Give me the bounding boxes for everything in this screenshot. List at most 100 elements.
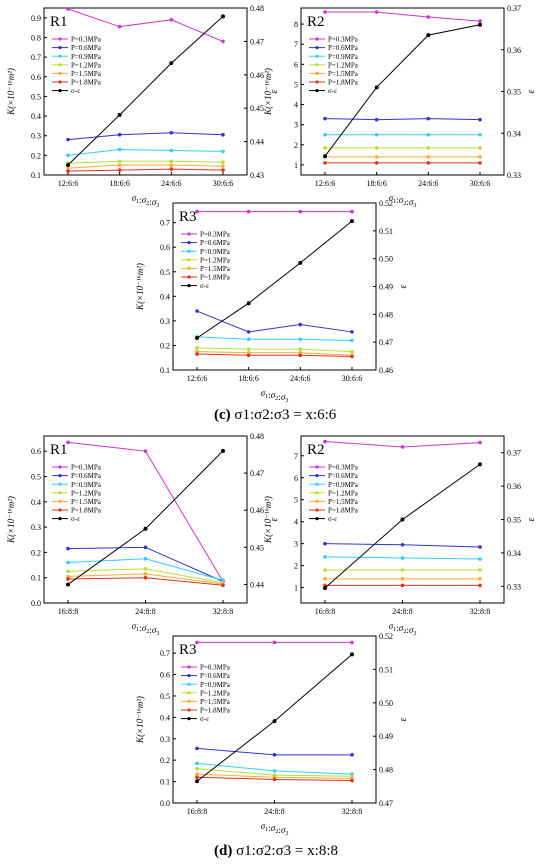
legend-marker — [187, 665, 191, 669]
series-point — [478, 19, 482, 23]
y-tick-label: 0.3 — [160, 317, 170, 326]
y2-tick-label: 0.49 — [379, 283, 393, 292]
y-tick-label: 0.9 — [31, 14, 41, 23]
legend-label: P=1.2MPa — [200, 256, 231, 264]
legend-label: P=0.9MPa — [328, 53, 359, 61]
legend-marker — [315, 508, 319, 512]
eps-point — [221, 14, 225, 19]
legend-marker — [58, 71, 62, 75]
legend-label: P=0.3MPa — [328, 464, 359, 472]
x-axis-label: σ1:σ2:σ3 — [261, 388, 289, 404]
y-tick-label: 0.3 — [31, 132, 41, 141]
y2-tick-label: 0.46 — [250, 71, 264, 80]
y2-tick-label: 0.36 — [507, 482, 521, 491]
series-point — [221, 164, 225, 168]
y-tick-label: 6 — [294, 474, 298, 483]
y-tick-label: 0.2 — [31, 548, 41, 557]
series-line — [67, 132, 224, 141]
series-point — [169, 17, 174, 22]
series-point — [66, 560, 70, 565]
legend-marker — [58, 482, 62, 486]
legend-marker — [58, 37, 62, 41]
y2-axis-label: ε — [398, 717, 409, 721]
y-tick-label: 0.0 — [31, 599, 41, 608]
y-tick-label: 0.2 — [160, 756, 170, 765]
legend-marker — [187, 708, 191, 712]
series-point — [298, 347, 303, 351]
legend-marker — [315, 465, 319, 469]
y-tick-label: 0.6 — [160, 243, 170, 252]
legend-label: P=1.2MPa — [71, 489, 102, 497]
legend-label: P=1.8MPa — [328, 507, 359, 515]
legend-marker — [187, 691, 191, 695]
y2-tick-label: 0.34 — [507, 549, 521, 558]
series-point — [66, 569, 70, 574]
legend-label: P=1.8MPa — [71, 79, 102, 87]
series-point — [478, 132, 482, 137]
series-point — [272, 640, 277, 645]
y2-tick-label: 0.46 — [250, 506, 264, 515]
y-tick-label: 0.5 — [160, 268, 170, 277]
y2-axis-label: ε — [526, 89, 537, 93]
y2-tick-label: 0.33 — [507, 582, 521, 591]
x-axis-label: σ1:σ2:σ3 — [132, 193, 160, 209]
series-point — [246, 353, 251, 358]
legend-label: P=0.6MPa — [71, 44, 102, 52]
series-point — [117, 147, 122, 152]
x-axis-label: σ1:σ2:σ3 — [132, 621, 160, 637]
y2-tick-label: 0.51 — [379, 665, 393, 674]
series-point — [426, 146, 431, 150]
x-axis-label: σ1:σ2:σ3 — [389, 193, 417, 209]
legend-label: P=1.5MPa — [328, 70, 359, 78]
series-point — [350, 338, 354, 343]
series-point — [478, 161, 482, 165]
series-point — [66, 153, 70, 158]
y-tick-label: 0.2 — [31, 151, 41, 160]
legend-marker — [187, 275, 191, 279]
eps-point — [478, 22, 482, 27]
series-point — [400, 568, 405, 572]
x-tick-label: 18:6:6 — [366, 179, 386, 188]
legend-marker — [58, 46, 62, 50]
series-line — [67, 148, 224, 156]
series-point — [169, 159, 174, 164]
series-point — [195, 775, 199, 780]
series-point — [246, 337, 251, 342]
y2-axis-label: ε — [526, 517, 537, 521]
y-axis-label: K(×10⁻¹⁶m²) — [263, 496, 273, 544]
legend-label: σ-ε — [71, 87, 80, 95]
y2-tick-label: 0.49 — [379, 732, 393, 741]
x-tick-label: 24:6:6 — [418, 179, 438, 188]
legend-marker — [187, 674, 191, 678]
series-point — [195, 761, 199, 766]
series-point — [426, 132, 431, 137]
legend-label: P=1.5MPa — [200, 265, 231, 273]
series-point — [272, 777, 277, 782]
series-line — [325, 11, 481, 22]
legend-label: P=0.9MPa — [328, 481, 359, 489]
eps-point — [323, 154, 327, 159]
eps-point — [350, 652, 354, 657]
series-line — [196, 310, 353, 333]
y2-tick-label: 0.37 — [507, 449, 521, 458]
series-point — [246, 209, 251, 214]
legend-label: P=0.3MPa — [71, 464, 102, 472]
series-point — [169, 130, 174, 135]
eps-point — [143, 526, 148, 531]
series-point — [374, 155, 379, 159]
eps-point — [400, 517, 405, 522]
series-point — [478, 155, 482, 159]
y-tick-label: 0.6 — [31, 73, 41, 82]
panel-title: R2 — [307, 442, 325, 458]
legend-marker — [315, 491, 319, 495]
series-point — [143, 575, 148, 580]
series-point — [298, 337, 303, 342]
series-point — [478, 577, 482, 581]
y-tick-label: 0.5 — [160, 692, 170, 701]
series-point — [478, 440, 482, 445]
y2-tick-label: 0.52 — [379, 199, 393, 208]
legend-marker — [187, 266, 191, 270]
y-tick-label: 0.5 — [31, 92, 41, 101]
y-tick-label: 1 — [294, 584, 298, 593]
y2-tick-label: 0.48 — [250, 432, 264, 441]
